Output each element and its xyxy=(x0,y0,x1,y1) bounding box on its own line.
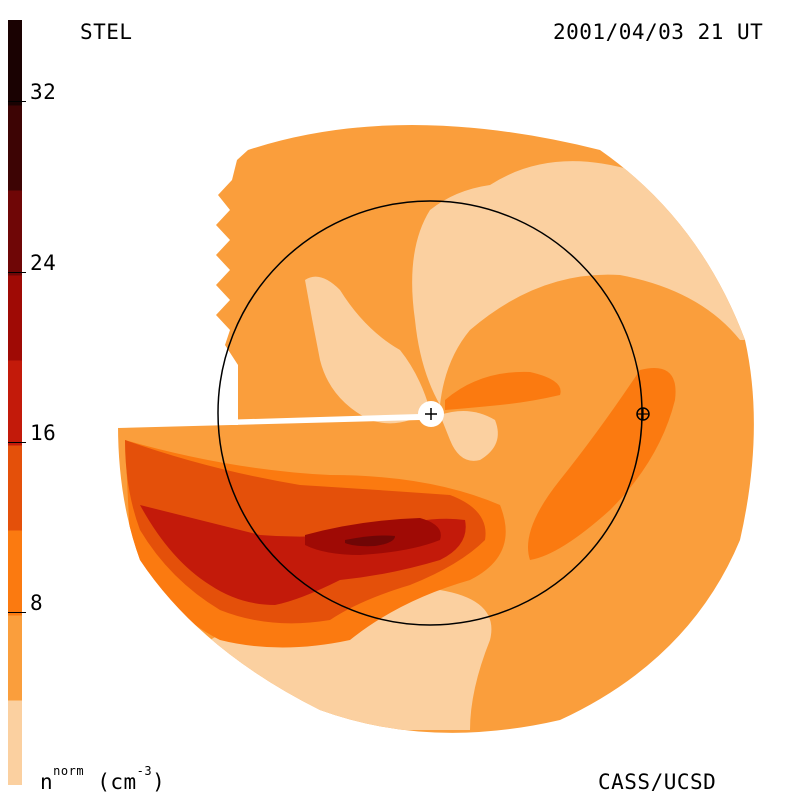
colorbar-tick-mark-16 xyxy=(8,442,26,443)
peak-density-kernel xyxy=(345,535,395,547)
units-exponent: -3 xyxy=(136,764,153,778)
credit-label: CASS/UCSD xyxy=(598,770,717,794)
colorbar-tick-label-16: 16 xyxy=(30,421,57,445)
earth-orbit-circle xyxy=(217,200,643,626)
colorbar-level-0 xyxy=(8,700,22,785)
units-superscript: norm xyxy=(53,764,85,778)
colorbar-level-1 xyxy=(8,615,22,701)
units-close: ) xyxy=(152,770,166,794)
colorbar-level-6 xyxy=(8,190,22,276)
units-symbol: n xyxy=(40,770,54,794)
colorbar-tick-label-24: 24 xyxy=(30,251,57,275)
colorbar-level-2 xyxy=(8,530,22,616)
colorbar xyxy=(8,20,22,785)
colorbar-tick-mark-8 xyxy=(8,612,26,613)
low-density-northeast-region xyxy=(412,161,754,405)
colorbar-level-8 xyxy=(8,20,22,106)
units-label: nnorm (cm-3) xyxy=(40,764,166,794)
station-label: STEL xyxy=(80,20,133,44)
colorbar-level-5 xyxy=(8,275,22,361)
colorbar-tick-mark-32 xyxy=(8,101,26,102)
timestamp-label: 2001/04/03 21 UT xyxy=(553,20,764,44)
colorbar-tick-label-32: 32 xyxy=(30,80,57,104)
low-density-central-lobe xyxy=(440,411,498,461)
low-density-northwest-plume xyxy=(305,276,430,424)
colorbar-level-3 xyxy=(8,445,22,531)
colorbar-level-7 xyxy=(8,105,22,191)
medium-density-central-arc xyxy=(445,371,561,410)
units-tail: (cm xyxy=(84,770,137,794)
colorbar-tick-mark-24 xyxy=(8,272,26,273)
colorbar-tick-label-8: 8 xyxy=(30,591,44,615)
medium-density-east-band xyxy=(528,368,676,560)
colorbar-level-4 xyxy=(8,360,22,446)
